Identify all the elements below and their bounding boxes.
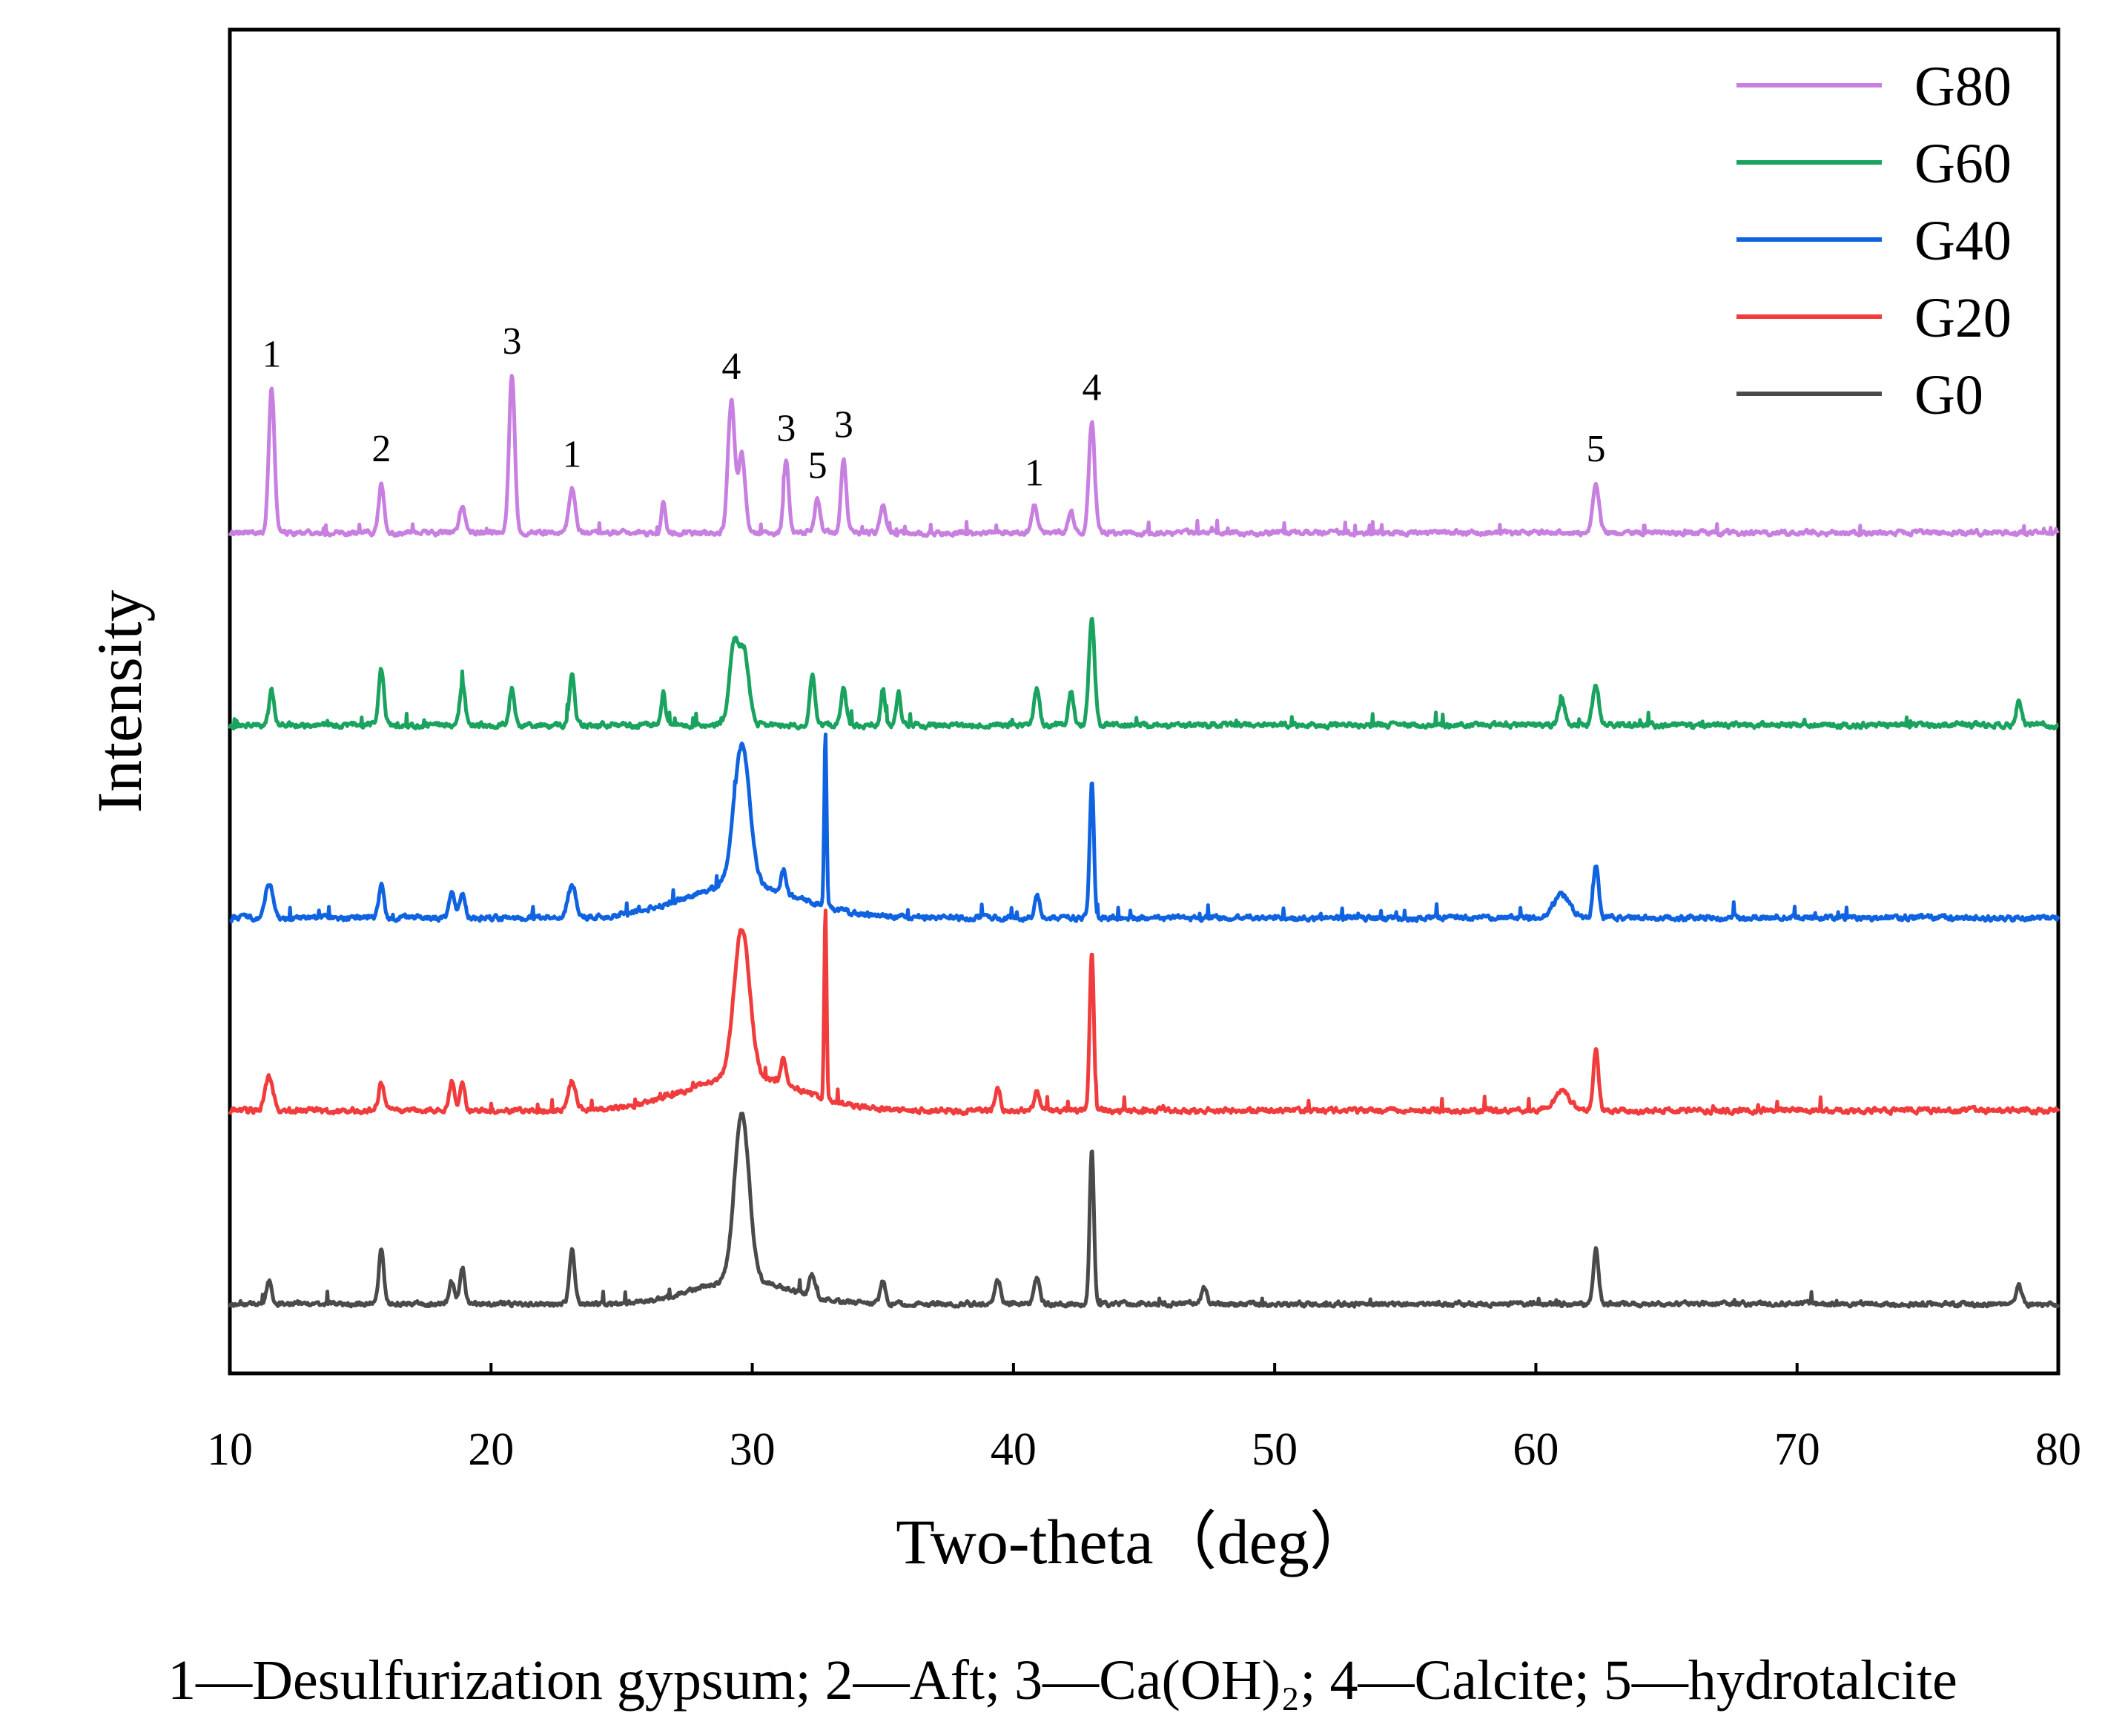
peak-label: 1: [262, 334, 281, 376]
legend-label-g20: G20: [1914, 287, 2012, 349]
figure-caption: 1—Desulfurization gypsum; 2—Aft; 3—Ca(OH…: [168, 1649, 1957, 1712]
legend-label-g0: G0: [1914, 364, 1983, 426]
x-tick-label: 30: [730, 1425, 776, 1475]
peak-label: 1: [1025, 452, 1044, 495]
peak-label: 5: [808, 445, 827, 487]
x-tick-label: 60: [1513, 1425, 1559, 1475]
peak-label: 4: [721, 346, 741, 388]
peak-label: 4: [1083, 367, 1102, 409]
legend-label-g60: G60: [1914, 133, 2012, 195]
series-line-g40: [228, 732, 2060, 924]
series-line-g0: [228, 1112, 2060, 1309]
peak-label: 1: [562, 434, 581, 476]
x-tick-label: 80: [2035, 1425, 2081, 1475]
legend-label-g40: G40: [1914, 210, 2012, 272]
series-line-g80: [228, 374, 2060, 538]
peak-label: 3: [834, 404, 853, 446]
series-layer: [228, 374, 2060, 1309]
x-tick-label: 40: [991, 1425, 1037, 1475]
x-tick-label: 20: [468, 1425, 514, 1475]
x-tick-label: 10: [207, 1425, 253, 1475]
y-axis-title: Intensity: [84, 590, 155, 813]
peak-label: 3: [776, 408, 796, 450]
peak-label: 2: [371, 428, 391, 470]
x-axis: 10 20 30 40 50 60 70 80: [207, 1363, 2081, 1475]
series-line-g20: [228, 908, 2060, 1117]
legend-label-g80: G80: [1914, 56, 2012, 118]
legend: G80 G60 G40 G20 G0: [1736, 56, 2012, 426]
peak-label: 5: [1586, 428, 1605, 470]
x-tick-label: 70: [1774, 1425, 1820, 1475]
series-line-g60: [228, 616, 2060, 731]
plot-frame: [228, 27, 2060, 1376]
peak-label: 3: [502, 320, 521, 363]
x-axis-title: Two-theta（deg）: [896, 1506, 1373, 1577]
x-tick-label: 50: [1252, 1425, 1298, 1475]
